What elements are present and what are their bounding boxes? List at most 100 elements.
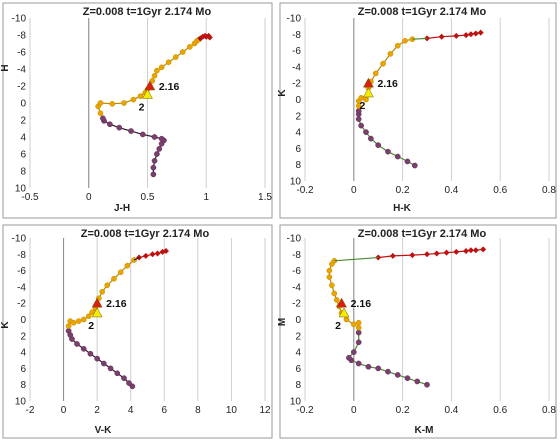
data-point-giant [453,32,460,39]
data-point-giant [389,252,396,259]
x-tick-label: -0.2 [296,185,314,196]
chart-title: Z=0.008 t=1Gyr 2.174 Mo [358,228,487,240]
annotation-label: 2.16 [159,81,180,93]
series-connector-line [198,37,201,40]
y-tick-label: -4 [292,282,301,293]
data-point-giant [142,252,149,259]
data-point-upper [97,100,104,106]
annotation-label: 2 [335,320,341,332]
y-tick-label: 2 [20,331,26,342]
y-tick-label: -10 [12,14,27,25]
data-point-upper [80,316,87,323]
annotation-label: 2.16 [351,298,372,310]
y-tick-label: -6 [17,266,26,277]
data-point-giant [472,247,479,254]
data-point-giant [480,246,487,253]
y-tick-label: -6 [292,46,301,57]
y-axis-title: K [277,89,288,97]
series-connector-line [133,257,140,261]
y-tick-label: 6 [295,364,301,375]
y-tick-label: 10 [290,177,302,188]
x-tick-label: -0.5 [21,192,39,203]
data-point-lower_ms [404,158,411,165]
data-point-upper [186,44,193,50]
data-point-lower_ms [424,381,430,388]
data-point-lower_ms [365,363,372,370]
data-point-lower_ms [385,368,391,375]
data-point-lower_ms [363,129,369,135]
data-point-upper [104,282,111,289]
data-point-upper [350,321,357,328]
data-point-giant [472,30,479,37]
data-point-giant [149,251,156,258]
x-tick-label: 0 [86,192,92,203]
data-point-lower_ms [151,157,158,164]
series-connector-line [412,37,428,40]
data-point-upper [65,323,72,329]
data-point-lower_ms [154,151,160,157]
x-tick-label: 1.5 [258,192,272,203]
data-point-lower_ms [350,349,357,355]
data-point-upper [326,274,333,280]
data-point-lower_ms [121,375,127,382]
y-tick-label: -8 [17,250,26,261]
data-point-upper [111,275,117,282]
chart-frame [2,224,273,439]
y-tick-label: 8 [20,167,26,178]
data-point-giant [438,33,445,40]
x-tick-label: 0.5 [141,192,155,203]
x-tick-label: 8 [195,405,201,416]
data-point-lower_ms [107,121,113,128]
annotation-marker [142,88,153,99]
y-tick-label: 4 [20,348,26,359]
data-point-upper [131,257,137,263]
annotation-marker [363,77,374,88]
annotation-marker [91,297,103,308]
annotation-marker [144,80,156,91]
x-tick-label: 0.8 [542,405,556,416]
data-point-giant [453,248,460,255]
series-connector-line [334,256,379,262]
y-tick-label: -10 [287,234,302,245]
data-point-upper [158,64,165,71]
y-tick-label: 0 [20,99,26,110]
data-point-lower_ms [156,146,163,152]
data-point-upper [387,51,394,57]
chart-frame [279,224,557,439]
data-point-lower_ms [87,350,94,357]
chart-title: Z=0.008 t=1Gyr 2.174 Mo [83,6,212,18]
x-tick-label: 6 [162,405,168,416]
data-point-upper [85,313,92,320]
y-tick-label: 10 [15,397,27,408]
y-tick-label: 6 [20,150,26,161]
data-point-upper [172,54,179,60]
data-point-lower_ms [74,341,80,347]
data-point-lower_ms [368,135,374,142]
y-axis-title: M [277,318,288,326]
data-point-upper [117,269,124,276]
data-point-lower_ms [394,153,401,160]
data-point-upper [333,297,340,303]
data-point-giant [443,249,450,256]
data-point-lower_ms [114,370,121,377]
data-point-giant [409,252,416,259]
annotation-marker [363,87,374,98]
data-point-lower_ms [375,142,382,148]
chart-panel-2: Z=0.008 t=1Gyr 2.174 Mo -0.2 0 0.2 0.4 0.6 0.8… [277,2,557,219]
x-tick-label: 0.4 [444,185,458,196]
y-tick-label: -10 [287,14,302,25]
chart-frame [279,2,557,219]
chart-panel-4: Z=0.008 t=1Gyr 2.174 Mo -0.2 0 0.2 0.4 0.6 0.8… [277,224,557,439]
y-tick-label: -4 [17,65,26,76]
y-tick-label: 4 [20,133,26,144]
data-point-upper [109,101,116,107]
x-tick-label: 0.2 [396,405,410,416]
chart-title: Z=0.008 t=1Gyr 2.174 Mo [358,6,487,18]
data-point-lower_ms [385,148,391,155]
x-tick-label: 0.2 [396,185,410,196]
data-point-upper [402,37,408,44]
data-point-giant [154,250,161,257]
data-point-giant [424,251,430,258]
chart-panel-1: Z=0.008 t=1Gyr 2.174 Mo -0.5 0 0.5 1 1.5 -10 -8… [0,2,273,219]
annotation-label: 2 [360,100,366,112]
